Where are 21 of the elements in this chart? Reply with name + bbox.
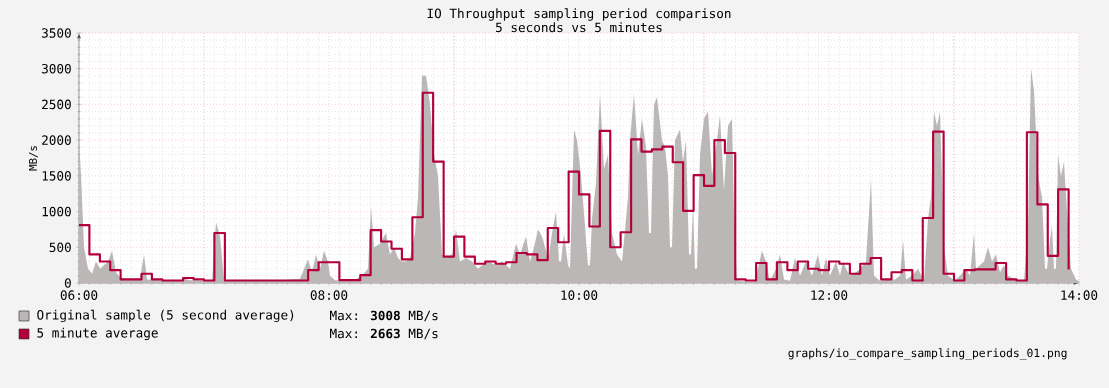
x-tick-label: 06:00 [60,290,98,300]
chart-subtitle: 5 seconds vs 5 minutes [496,22,662,33]
y-tick-label: 1000 [42,206,71,217]
x-tick-label: 12:00 [811,290,848,300]
y-tick-label: 3000 [42,63,71,74]
text: graphs/io_compare_sampling_periods_01.png [788,348,1067,360]
legend-label: 5 minute average [37,327,158,341]
x-tick-label: 08:00 [310,290,348,300]
chart-title: IO Throughput sampling period comparison [427,8,731,21]
y-tick-label: 500 [49,242,71,253]
y-tick-label: 2000 [42,135,71,145]
x-tick-label: 14:00 [1061,290,1098,300]
y-axis-title: MB/s [29,146,38,171]
legend-label: Original sample (5 second average) [37,309,294,323]
y-tick-label: 3500 [42,28,71,38]
y-tick-label: 0 [64,278,71,288]
x-tick-label: 10:00 [561,290,598,300]
y-tick-label: 1500 [42,171,71,181]
text: Max: 3008 MB/s [330,310,438,322]
y-tick-label: 2500 [42,99,71,110]
text: Max: 2663 MB/s [330,328,438,340]
